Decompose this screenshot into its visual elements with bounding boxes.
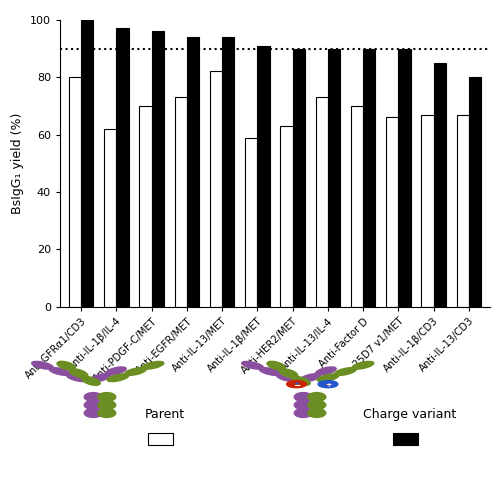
Bar [187, 37, 199, 307]
Bar [469, 77, 481, 307]
Bar [456, 114, 469, 307]
Ellipse shape [106, 367, 126, 375]
Bar [316, 98, 328, 307]
Text: −: − [293, 381, 300, 390]
Bar [152, 31, 164, 307]
Ellipse shape [294, 400, 312, 409]
Bar [210, 71, 222, 307]
Ellipse shape [70, 369, 88, 378]
Ellipse shape [308, 393, 326, 401]
Ellipse shape [107, 374, 129, 382]
Bar [434, 63, 446, 307]
Ellipse shape [84, 400, 102, 409]
Ellipse shape [276, 374, 298, 382]
Ellipse shape [84, 408, 102, 417]
Ellipse shape [98, 400, 116, 409]
Ellipse shape [82, 377, 100, 385]
Text: +: + [325, 382, 331, 388]
Ellipse shape [294, 393, 312, 401]
Ellipse shape [294, 408, 312, 417]
Bar [328, 49, 340, 307]
Ellipse shape [352, 361, 374, 369]
FancyBboxPatch shape [148, 433, 172, 445]
Bar [140, 106, 151, 307]
Bar [398, 49, 410, 307]
Ellipse shape [57, 361, 76, 370]
Ellipse shape [308, 408, 326, 417]
Ellipse shape [98, 408, 116, 417]
Bar [386, 117, 398, 307]
Bar [104, 129, 117, 307]
Ellipse shape [66, 374, 88, 382]
Text: Charge variant: Charge variant [364, 408, 456, 421]
Ellipse shape [142, 361, 164, 369]
Ellipse shape [267, 361, 285, 370]
Text: Parent: Parent [145, 408, 185, 421]
Ellipse shape [90, 374, 110, 382]
Ellipse shape [124, 368, 146, 375]
Ellipse shape [84, 393, 102, 401]
Bar [258, 46, 270, 307]
Bar [116, 28, 128, 307]
Bar [351, 106, 363, 307]
Ellipse shape [49, 368, 71, 375]
Text: +: + [294, 381, 300, 387]
Bar [280, 126, 292, 307]
Ellipse shape [292, 377, 310, 385]
Text: −: − [324, 380, 332, 389]
Bar [363, 49, 376, 307]
Ellipse shape [98, 393, 116, 401]
Ellipse shape [334, 368, 356, 375]
FancyBboxPatch shape [392, 433, 417, 445]
Bar [245, 138, 258, 307]
Bar [81, 20, 94, 307]
Ellipse shape [259, 368, 281, 375]
Bar [69, 77, 81, 307]
Ellipse shape [242, 361, 264, 369]
Bar [292, 49, 305, 307]
Ellipse shape [316, 367, 336, 375]
Ellipse shape [317, 374, 339, 382]
Ellipse shape [280, 369, 298, 378]
Bar [174, 98, 187, 307]
Bar [222, 37, 234, 307]
Ellipse shape [32, 361, 54, 369]
Circle shape [318, 381, 338, 388]
Ellipse shape [300, 374, 320, 382]
Ellipse shape [308, 400, 326, 409]
Bar [422, 114, 434, 307]
Circle shape [286, 381, 306, 388]
Y-axis label: BsIgG₁ yield (%): BsIgG₁ yield (%) [12, 113, 24, 214]
